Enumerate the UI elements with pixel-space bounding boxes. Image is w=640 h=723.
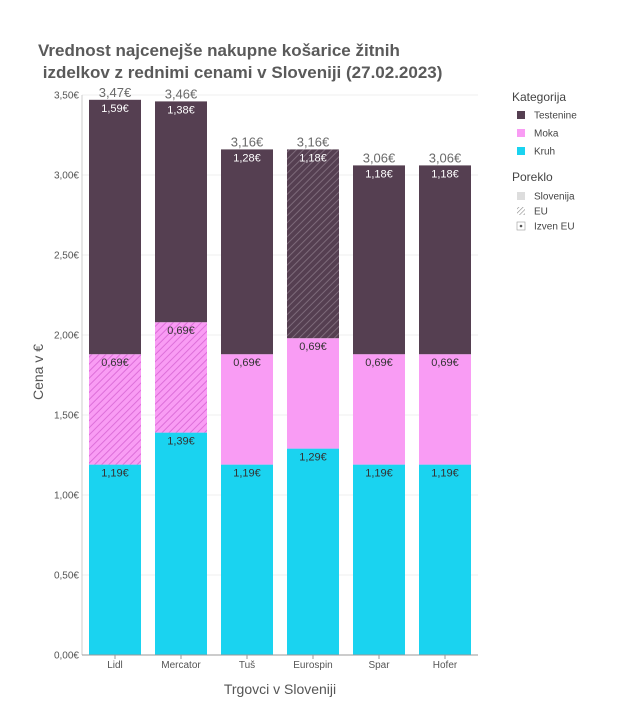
bar-moka-4: [353, 354, 405, 465]
legend: Kategorija Testenine Moka Kruh Poreklo Sloven…: [512, 90, 577, 233]
bar-moka-0: [89, 354, 141, 465]
legend-origin-title: Poreklo: [512, 170, 553, 184]
data-label: 1,19€: [431, 468, 459, 480]
total-label: 3,46€: [165, 86, 198, 101]
total-label: 3,47€: [99, 85, 132, 100]
bar-kruh-0: [89, 464, 141, 655]
y-tick-label: 2,50€: [54, 251, 79, 262]
x-tick-label: Hofer: [433, 660, 458, 671]
data-label: 1,28€: [233, 152, 261, 164]
data-label: 0,69€: [167, 325, 195, 337]
x-axis: Lidl Mercator Tuš Eurospin Spar Hofer: [82, 654, 478, 671]
data-label: 1,59€: [101, 103, 129, 115]
bar-kruh-5: [419, 464, 471, 655]
y-tick-label: 3,50€: [54, 91, 79, 102]
total-label: 3,16€: [297, 134, 330, 149]
data-label: 1,38€: [167, 104, 195, 116]
y-tick-label: 0,00€: [54, 651, 79, 662]
total-label: 3,06€: [363, 150, 396, 165]
bar-testenine-3: [287, 149, 339, 339]
total-label: 3,06€: [429, 150, 462, 165]
total-label: 3,16€: [231, 134, 264, 149]
y-tick-label: 2,00€: [54, 331, 79, 342]
bar-testenine-4: [353, 165, 405, 355]
y-tick-label: 3,00€: [54, 171, 79, 182]
chart-title-line-2: izdelkov z rednimi cenami v Sloveniji (2…: [38, 63, 442, 82]
bar-kruh-3: [287, 448, 339, 655]
x-tick-label: Mercator: [161, 660, 201, 671]
bar-testenine-5: [419, 165, 471, 355]
bar-kruh-1: [155, 432, 207, 655]
chart-title-line-1: Vrednost najcenejše nakupne košarice žit…: [38, 41, 400, 60]
data-label: 1,19€: [233, 468, 261, 480]
data-label: 1,18€: [299, 152, 327, 164]
bar-moka-5: [419, 354, 471, 465]
legend-item-moka: Moka: [534, 129, 559, 140]
data-label: 1,18€: [365, 168, 393, 180]
data-label: 1,19€: [365, 468, 393, 480]
data-label: 0,69€: [365, 357, 393, 369]
bar-moka-2: [221, 354, 273, 465]
data-label: 1,18€: [431, 168, 459, 180]
y-tick-label: 1,50€: [54, 411, 79, 422]
data-label: 0,69€: [233, 357, 261, 369]
bar-testenine-1: [155, 101, 207, 323]
data-label: 0,69€: [431, 357, 459, 369]
legend-item-slovenija: Slovenija: [534, 192, 575, 203]
bar-testenine-0: [89, 99, 141, 355]
data-label: 0,69€: [101, 357, 129, 369]
data-label: 1,39€: [167, 436, 195, 448]
data-label: 1,29€: [299, 452, 327, 464]
grid-lines: [82, 94, 478, 656]
x-tick-label: Spar: [368, 660, 390, 671]
bars: 1,19€ 0,69€ 1,59€ 3,47€ 1,39€ 0,69€ 1,38€ 3,46€…: [89, 85, 471, 655]
legend-category-title: Kategorija: [512, 90, 566, 104]
legend-swatch-eu: [517, 207, 525, 215]
y-axis: 0,00€ 0,50€ 1,00€ 1,50€ 2,00€ 2,50€ 3,00€ 3,50€: [54, 91, 83, 662]
x-axis-title: Trgovci v Sloveniji: [224, 681, 336, 697]
x-tick-label: Eurospin: [293, 660, 332, 671]
y-tick-label: 0,50€: [54, 571, 79, 582]
bar-testenine-2: [221, 149, 273, 355]
legend-swatch-moka: [517, 129, 525, 137]
bar-kruh-4: [353, 464, 405, 655]
legend-item-eu: EU: [534, 207, 548, 218]
legend-item-kruh: Kruh: [534, 147, 555, 158]
x-tick-label: Tuš: [239, 660, 255, 671]
legend-item-izven-eu: Izven EU: [534, 222, 575, 233]
data-label: 0,69€: [299, 341, 327, 353]
bar-moka-1: [155, 322, 207, 433]
bar-kruh-2: [221, 464, 273, 655]
y-tick-label: 1,00€: [54, 491, 79, 502]
y-axis-title: Cena v €: [30, 344, 46, 400]
legend-swatch-slovenija: [517, 192, 525, 200]
legend-dot: [519, 224, 523, 228]
bar-moka-3: [287, 338, 339, 449]
legend-item-testenine: Testenine: [534, 111, 577, 122]
legend-swatch-testenine: [517, 111, 525, 119]
x-tick-label: Lidl: [107, 660, 123, 671]
legend-swatch-kruh: [517, 147, 525, 155]
data-label: 1,19€: [101, 468, 129, 480]
